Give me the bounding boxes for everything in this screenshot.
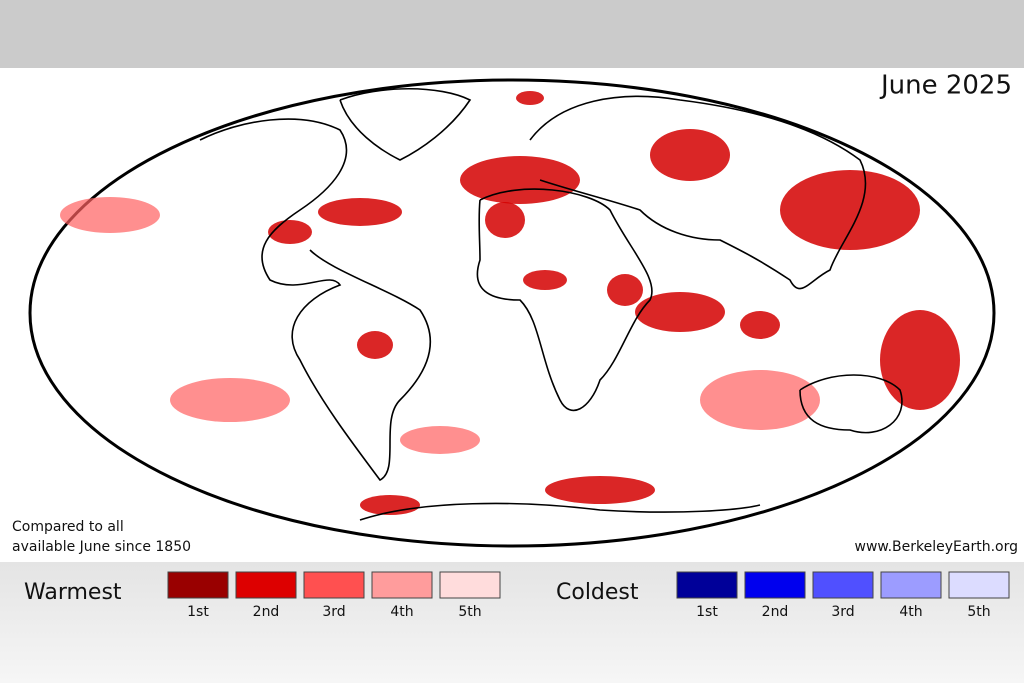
map-title: June 2025: [879, 71, 1012, 101]
legend: Warmest 1st 2nd 3rd 4th 5th Coldest 1st 2nd 3rd 4t…: [24, 571, 1010, 620]
top-band: [0, 0, 1024, 68]
anomaly-areas: [60, 91, 960, 515]
legend-swatch: [948, 571, 1010, 599]
legend-item-label: 1st: [696, 604, 718, 620]
legend-swatch: [812, 571, 874, 599]
note-line: available June since 1850: [12, 539, 191, 555]
legend-swatch: [371, 571, 433, 599]
legend-group-label: Coldest: [556, 580, 639, 605]
legend-item-label: 4th: [899, 604, 922, 620]
legend-swatch: [235, 571, 297, 599]
legend-swatch: [676, 571, 738, 599]
legend-item-label: 5th: [967, 604, 990, 620]
legend-item-label: 2nd: [253, 604, 280, 620]
legend-item-label: 3rd: [322, 604, 345, 620]
legend-item-label: 4th: [390, 604, 413, 620]
legend-swatch: [744, 571, 806, 599]
legend-swatch: [303, 571, 365, 599]
note-line: Compared to all: [12, 519, 124, 535]
map: [28, 78, 996, 548]
coastlines: [199, 87, 903, 521]
legend-item-label: 5th: [458, 604, 481, 620]
globe-outline: [28, 78, 996, 548]
legend-item-label: 3rd: [831, 604, 854, 620]
legend-item-label: 2nd: [762, 604, 789, 620]
legend-swatch: [167, 571, 229, 599]
legend-swatch: [439, 571, 501, 599]
legend-item-label: 1st: [187, 604, 209, 620]
source: www.BerkeleyEarth.org: [855, 539, 1018, 555]
legend-group-label: Warmest: [24, 580, 122, 605]
legend-swatch: [880, 571, 942, 599]
